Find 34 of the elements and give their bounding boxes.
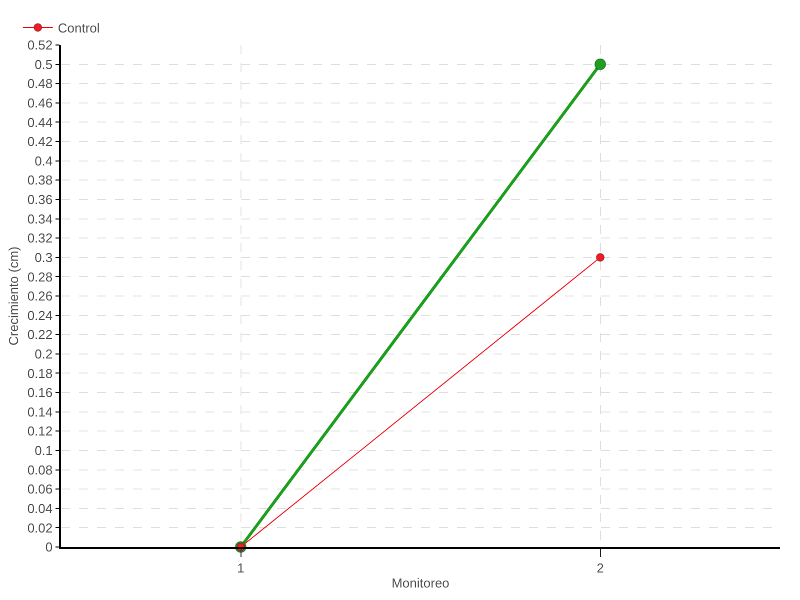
x-axis-title: Monitoreo [392, 575, 450, 590]
y-tick-label: 0.14 [27, 404, 53, 420]
x-tick-label: 1 [237, 560, 244, 576]
y-tick-label: 0.24 [27, 308, 53, 323]
y-tick-label: 0.32 [27, 230, 53, 246]
y-tick-label: 0.36 [27, 192, 53, 208]
y-tick-label: 0.08 [27, 462, 53, 478]
point [594, 58, 606, 70]
y-tick-label: 0.02 [27, 520, 53, 536]
y-tick-label: 0.46 [27, 95, 53, 110]
x-tick-label: 2 [596, 560, 604, 576]
y-tick-label: 0.3 [34, 250, 53, 265]
y-tick-label: 0.1 [34, 443, 53, 458]
y-tick-label: 0.18 [27, 366, 53, 381]
y-tick-label: 0.04 [27, 500, 53, 516]
y-tick-label: 0.28 [27, 269, 53, 284]
y-tick-label: 0.26 [27, 288, 53, 304]
y-tick-label: 0.42 [27, 134, 53, 150]
y-tick-label: 0.38 [27, 172, 53, 188]
y-tick-label: 0.2 [34, 346, 53, 362]
y-axis-title: Crecimiento (cm) [6, 246, 21, 346]
y-tick-label: 0.44 [27, 114, 53, 130]
y-tick-label: 0.52 [27, 38, 53, 53]
y-tick-label: 0.12 [27, 424, 53, 439]
y-tick-label: 0.4 [34, 153, 53, 168]
y-tick-label: 0.16 [27, 385, 53, 400]
point [596, 252, 605, 262]
y-tick-label: 0.22 [27, 327, 53, 342]
y-tick-label: 0.34 [27, 211, 53, 226]
y-tick-label: 0 [45, 540, 53, 555]
y-tick-label: 0.48 [27, 76, 53, 92]
y-tick-label: 0.5 [34, 56, 53, 72]
legend-label: Control [58, 20, 100, 36]
y-tick-label: 0.06 [27, 482, 53, 497]
